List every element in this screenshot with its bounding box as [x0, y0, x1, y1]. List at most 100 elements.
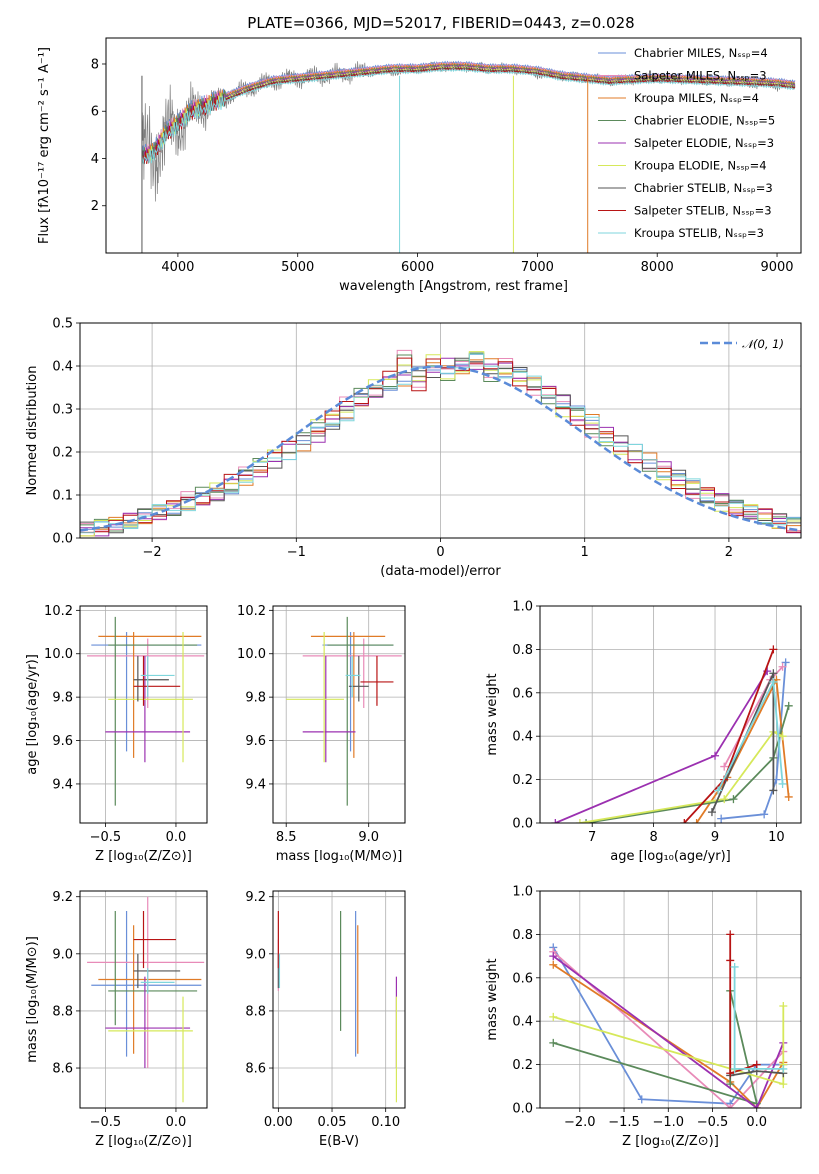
y-tick-label: 2 — [91, 199, 99, 214]
y-tick-label: 0.2 — [512, 1058, 533, 1073]
y-tick-label: 0.8 — [512, 928, 533, 943]
x-tick-label: −1 — [287, 545, 306, 560]
x-tick-label: 5000 — [281, 260, 314, 275]
y-tick-label: 10.0 — [44, 647, 73, 662]
x-tick-label: 7000 — [521, 260, 554, 275]
massweight-marker — [637, 1095, 646, 1104]
axes-frame — [272, 605, 406, 824]
x-tick-label: −1.0 — [652, 1115, 684, 1130]
model-spectrum-line — [141, 66, 796, 165]
y-tick-label: 0.0 — [52, 532, 73, 547]
errorbar-plot-area — [286, 616, 402, 806]
model-spectrum-line — [141, 60, 796, 159]
age-vs-z-panel: −0.5 0.0 9.4 9.6 9.8 10.0 10.2 Z [log₁₀(Z/Z⊙)] a… — [25, 604, 208, 864]
x-tick-label: 2 — [725, 545, 733, 560]
massweight-marker — [726, 930, 735, 939]
errorbar-plot-area — [87, 616, 205, 806]
y-tick-label: 9.6 — [245, 734, 266, 749]
massweight-marker — [784, 792, 793, 801]
y-tick-label: 1.0 — [512, 600, 533, 615]
legend-entry: Salpeter MILES, Nₛₛₚ=3 — [634, 69, 767, 83]
y-tick-label: 10.2 — [44, 604, 73, 619]
x-tick-label: −1.5 — [608, 1115, 640, 1130]
massweight-marker — [707, 808, 716, 817]
histogram-plot-area — [80, 349, 801, 537]
x-tick-label: 1 — [581, 545, 589, 560]
x-axis-label: age [log₁₀(age/yr)] — [610, 849, 731, 864]
massweight-line — [733, 967, 784, 1070]
massweight-line — [552, 964, 785, 1108]
legend-entry: Chabrier STELIB, Nₛₛₚ=3 — [634, 181, 773, 195]
massweight-marker — [779, 1064, 788, 1073]
massweight-marker — [549, 960, 558, 969]
legend-entry: Kroupa STELIB, Nₛₛₚ=3 — [634, 226, 764, 240]
massweight-vs-age-panel: 7 8 9 10 0.0 0.2 0.4 0.6 0.8 1.0 age [log₁₀(age/yr… — [485, 600, 802, 864]
y-tick-label: 0.8 — [512, 643, 533, 658]
massweight-marker — [711, 751, 720, 760]
legend-entry: Salpeter STELIB, Nₛₛₚ=3 — [634, 204, 772, 218]
spectrum-title: PLATE=0366, MJD=52017, FIBERID=0443, z=0… — [247, 14, 634, 32]
axes-frame — [79, 322, 802, 539]
legend-entry: Chabrier MILES, Nₛₛₚ=4 — [634, 46, 768, 60]
massweight-marker — [781, 658, 790, 667]
normal-distribution-curve — [80, 365, 801, 532]
massweight-marker — [769, 786, 778, 795]
spectrum-plot-area — [141, 60, 796, 253]
y-tick-label: 9.8 — [245, 691, 266, 706]
massweight-marker — [726, 1080, 735, 1089]
x-tick-label: 0.0 — [746, 1115, 767, 1130]
x-axis-label: E(B-V) — [319, 1134, 359, 1149]
y-tick-label: 0.2 — [512, 773, 533, 788]
y-tick-label: 10.0 — [237, 647, 266, 662]
massweight-marker — [778, 779, 787, 788]
y-tick-label: 9.2 — [52, 890, 73, 905]
massweight-plot-area — [551, 645, 793, 823]
massweight-marker — [714, 786, 723, 795]
x-tick-label: 0.10 — [371, 1115, 400, 1130]
y-tick-label: 9.2 — [245, 890, 266, 905]
massweight-marker — [692, 819, 701, 823]
massweight-marker — [680, 819, 689, 823]
massweight-marker — [769, 645, 778, 654]
x-tick-label: 8.5 — [276, 830, 297, 845]
massweight-marker — [582, 819, 591, 823]
x-tick-label: 7 — [588, 830, 596, 845]
massweight-vs-z-panel: −2.0 −1.5 −1.0 −0.5 0.0 0.0 0.2 0.4 0.6 0.8 1.0 Z [… — [485, 885, 802, 1149]
age-vs-mass-panel: 8.5 9.0 9.4 9.6 9.8 10.0 10.2 mass [log₁₀(M/M⊙)… — [237, 604, 406, 864]
mass-vs-z-panel: −0.5 0.0 8.6 8.8 9.0 9.2 Z [log₁₀(Z/Z⊙)] mass [… — [25, 890, 208, 1149]
massweight-marker — [551, 819, 560, 823]
y-tick-label: 8.6 — [52, 1062, 73, 1077]
y-axis-label: Normed distribution — [25, 366, 40, 496]
legend-entry: 𝒩(0, 1) — [742, 337, 784, 351]
mass-vs-ebv-panel: 0.00 0.05 0.10 8.6 8.8 9.0 9.2 E(B-V) — [245, 890, 406, 1149]
massweight-marker — [549, 1038, 558, 1047]
massweight-plot-area — [549, 930, 788, 1108]
x-tick-label: 9000 — [760, 260, 793, 275]
axes-frame — [539, 605, 802, 824]
massweight-marker — [726, 956, 735, 965]
y-axis-label: mass weight — [485, 673, 500, 755]
y-tick-label: 8.8 — [245, 1004, 266, 1019]
x-tick-label: 0.00 — [264, 1115, 293, 1130]
x-tick-label: −2.0 — [564, 1115, 596, 1130]
y-tick-label: 10.2 — [237, 604, 266, 619]
massweight-marker — [726, 1069, 735, 1078]
massweight-marker — [720, 762, 729, 771]
x-axis-label: Z [log₁₀(Z/Z⊙)] — [622, 1134, 719, 1149]
massweight-marker — [726, 1104, 735, 1108]
x-tick-label: −2 — [143, 545, 162, 560]
x-tick-label: 10 — [768, 830, 785, 845]
massweight-marker — [760, 810, 769, 819]
axes-frame — [79, 890, 208, 1109]
spectrum-panel: 4000 5000 6000 7000 8000 9000 2 4 6 8 wavelength [… — [37, 37, 802, 294]
massweight-marker — [575, 819, 584, 823]
massweight-line — [579, 730, 783, 823]
y-tick-label: 0.1 — [52, 489, 73, 504]
massweight-marker — [720, 795, 729, 804]
y-tick-label: 9.4 — [245, 777, 266, 792]
x-axis-label: mass [log₁₀(M/M⊙)] — [276, 849, 403, 864]
histogram-step-line — [80, 357, 801, 533]
massweight-marker — [549, 952, 558, 961]
y-tick-label: 1.0 — [512, 885, 533, 900]
